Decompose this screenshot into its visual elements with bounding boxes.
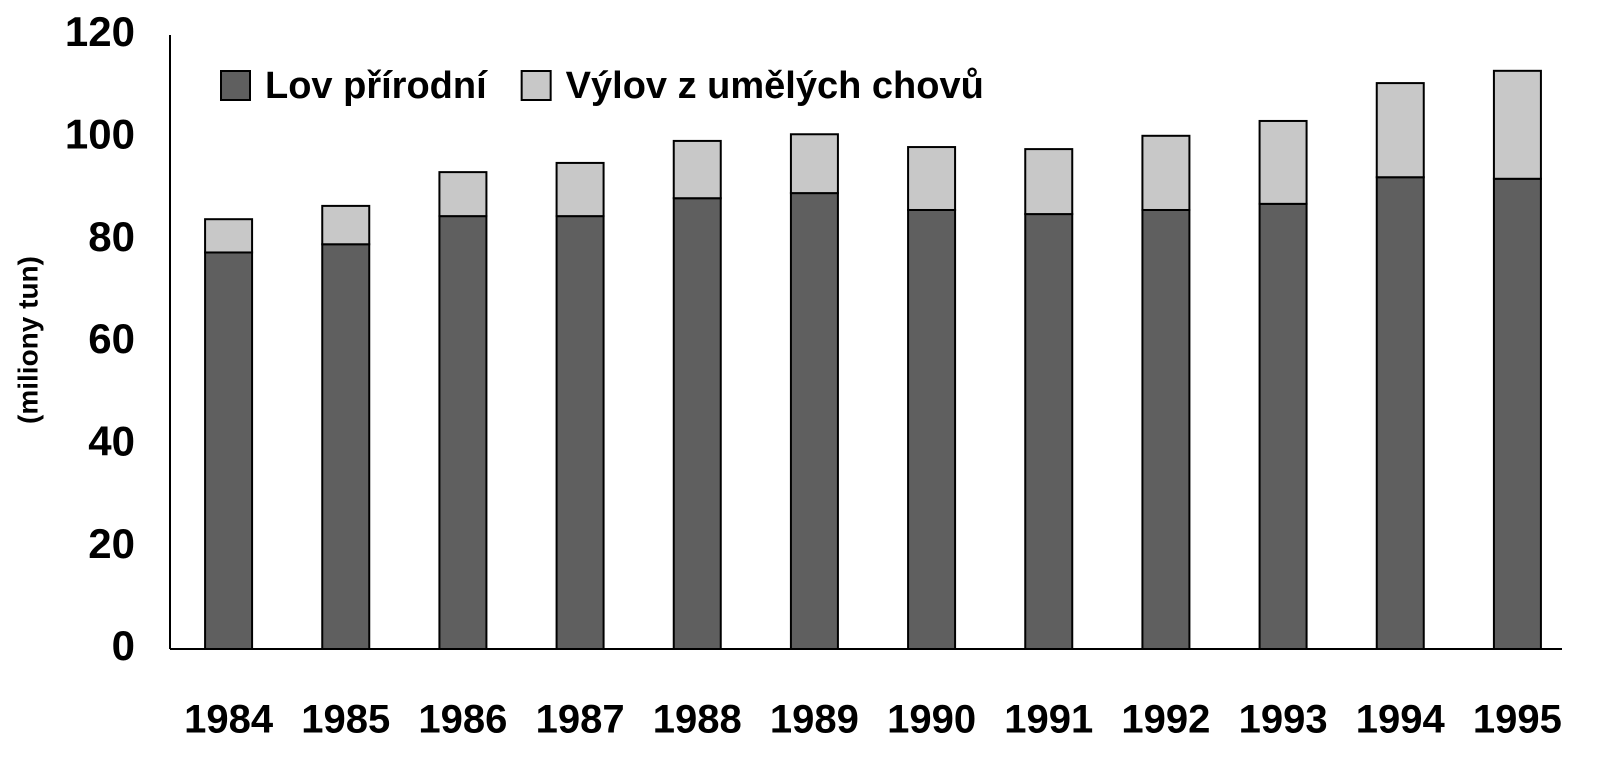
bar-segment — [907, 146, 957, 211]
y-axis-label: (miliony tun) — [12, 256, 43, 424]
x-tick-label: 1991 — [1004, 698, 1093, 742]
bar-segment — [1375, 176, 1425, 650]
x-tick-label: 1994 — [1356, 698, 1446, 742]
bar-segment — [1375, 82, 1425, 179]
x-tick-label: 1988 — [653, 698, 742, 742]
x-tick-label: 1986 — [418, 698, 507, 742]
bar-segment — [1141, 208, 1191, 651]
bar-segment — [672, 139, 722, 200]
x-tick-label: 1985 — [301, 698, 390, 742]
bar-segment — [1492, 69, 1542, 180]
legend-swatch — [220, 70, 251, 101]
bar-segment — [555, 161, 605, 218]
bar-segment — [789, 133, 839, 195]
legend-swatch — [520, 70, 552, 101]
x-tick-label: 1984 — [184, 698, 274, 742]
y-tick-label: 40 — [88, 417, 135, 464]
bar-segment — [204, 218, 254, 254]
bar-segment — [1024, 148, 1074, 216]
legend-label: Lov přírodní — [265, 65, 488, 107]
y-tick-label: 0 — [112, 622, 135, 669]
x-tick-label: 1990 — [887, 698, 976, 742]
bar-segment — [789, 192, 839, 650]
bar-segment — [321, 204, 371, 246]
y-tick-label: 80 — [88, 213, 135, 260]
bar-segment — [1024, 213, 1074, 650]
y-tick-label: 100 — [65, 110, 135, 157]
x-tick-label: 1989 — [770, 698, 859, 742]
bar-segment — [438, 215, 488, 650]
y-tick-label: 60 — [88, 315, 135, 362]
bar-segment — [438, 171, 488, 218]
bar-segment — [204, 251, 254, 650]
x-tick-label: 1993 — [1239, 698, 1328, 742]
x-tick-label: 1987 — [536, 698, 625, 742]
bar-segment — [1258, 119, 1308, 205]
bar-segment — [907, 208, 957, 651]
y-tick-label: 120 — [65, 8, 135, 55]
bar-segment — [672, 197, 722, 650]
x-tick-label: 1992 — [1121, 698, 1210, 742]
legend-label: Výlov z umělých chovů — [566, 65, 984, 107]
bar-segment — [555, 215, 605, 650]
bar-segment — [1141, 134, 1191, 211]
y-tick-label: 20 — [88, 520, 135, 567]
bar-segment — [1492, 177, 1542, 651]
bar-segment — [1258, 202, 1308, 650]
x-tick-label: 1995 — [1473, 698, 1562, 742]
bar-segment — [321, 243, 371, 650]
